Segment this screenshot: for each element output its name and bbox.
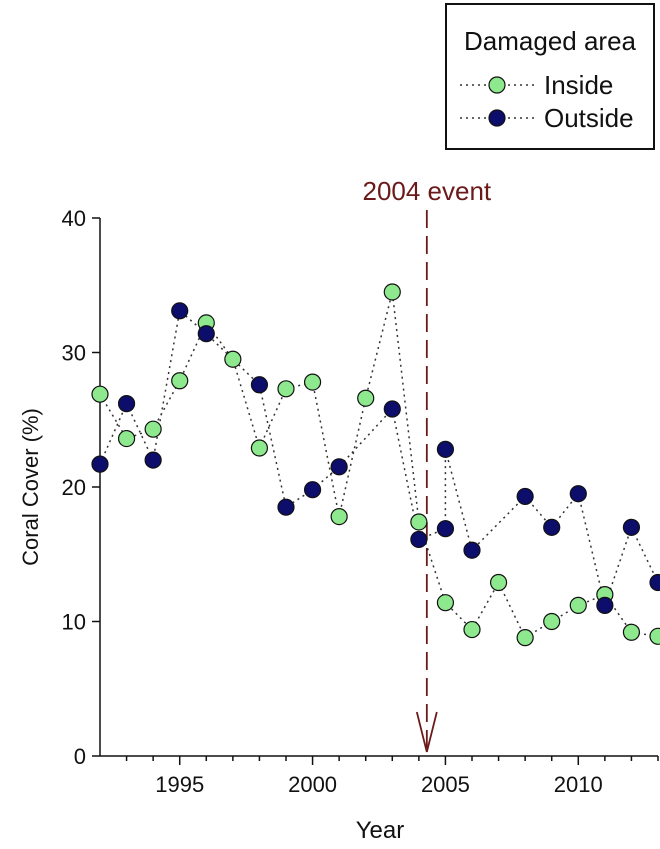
data-point-outside (436, 440, 455, 458)
legend-label-outside: Outside (544, 103, 634, 133)
data-point-inside (224, 350, 242, 368)
x-tick-label: 2005 (421, 772, 470, 797)
data-point-inside (463, 620, 481, 639)
y-axis-label: Coral Cover (%) (18, 408, 43, 566)
data-point-outside (516, 487, 534, 506)
y-ticks: 0 10 20 30 40 (62, 206, 100, 769)
data-point-outside (463, 541, 481, 559)
data-point-inside (569, 596, 587, 614)
event-annotation: 2004 event (362, 176, 492, 753)
data-point-inside (383, 283, 401, 301)
data-point-inside (489, 573, 508, 592)
data-point-inside (250, 439, 269, 457)
data-point-outside (250, 376, 269, 394)
legend-marker-outside (488, 109, 506, 127)
x-tick-label: 2010 (554, 772, 603, 797)
data-point-outside (171, 302, 189, 320)
data-point-inside (410, 513, 428, 531)
x-axis-label: Year (356, 817, 405, 844)
data-point-outside (91, 455, 109, 473)
data-point-outside (303, 481, 322, 499)
legend-frame (445, 3, 655, 150)
y-tick-label: 10 (62, 610, 86, 635)
data-point-inside (516, 629, 534, 647)
series-layer (91, 283, 660, 647)
legend-marker-inside (488, 76, 506, 94)
data-point-inside (622, 623, 641, 641)
data-point-inside (649, 627, 660, 645)
data-point-outside (649, 573, 660, 592)
y-tick-label: 20 (62, 475, 86, 500)
data-point-inside (171, 372, 189, 390)
series-line-inside (99, 291, 659, 639)
data-point-outside (622, 518, 641, 536)
x-tick-label: 2000 (288, 772, 337, 797)
data-point-outside (543, 518, 561, 536)
data-point-inside (303, 373, 322, 391)
data-point-inside (330, 507, 348, 526)
y-tick-label: 40 (62, 206, 86, 231)
legend: Damaged area Inside Outside (445, 3, 655, 150)
data-point-inside (277, 380, 295, 398)
event-arrowhead-left (415, 711, 428, 753)
data-point-inside (357, 389, 375, 407)
x-ticks: 1995 2000 2005 2010 (125, 756, 659, 797)
data-point-outside (197, 325, 215, 343)
data-point-outside (144, 451, 162, 469)
data-point-inside (436, 594, 455, 612)
data-point-inside (91, 385, 109, 403)
data-point-inside (144, 420, 162, 438)
data-point-outside (117, 395, 136, 413)
event-arrowhead-right (425, 711, 438, 753)
data-point-inside (117, 429, 136, 448)
series-line-outside (99, 309, 659, 609)
y-tick-label: 0 (74, 744, 86, 769)
data-point-outside (569, 485, 587, 503)
x-tick-label: 1995 (155, 772, 204, 797)
data-point-inside (543, 612, 561, 631)
data-point-outside (436, 520, 455, 538)
legend-label-inside: Inside (544, 70, 613, 100)
data-point-outside (277, 498, 295, 516)
data-point-outside (383, 400, 401, 418)
y-tick-label: 30 (62, 341, 86, 366)
event-label: 2004 event (362, 176, 491, 206)
data-point-outside (410, 530, 428, 549)
data-point-outside (596, 596, 614, 614)
legend-title: Damaged area (464, 26, 637, 56)
data-point-outside (330, 458, 348, 476)
